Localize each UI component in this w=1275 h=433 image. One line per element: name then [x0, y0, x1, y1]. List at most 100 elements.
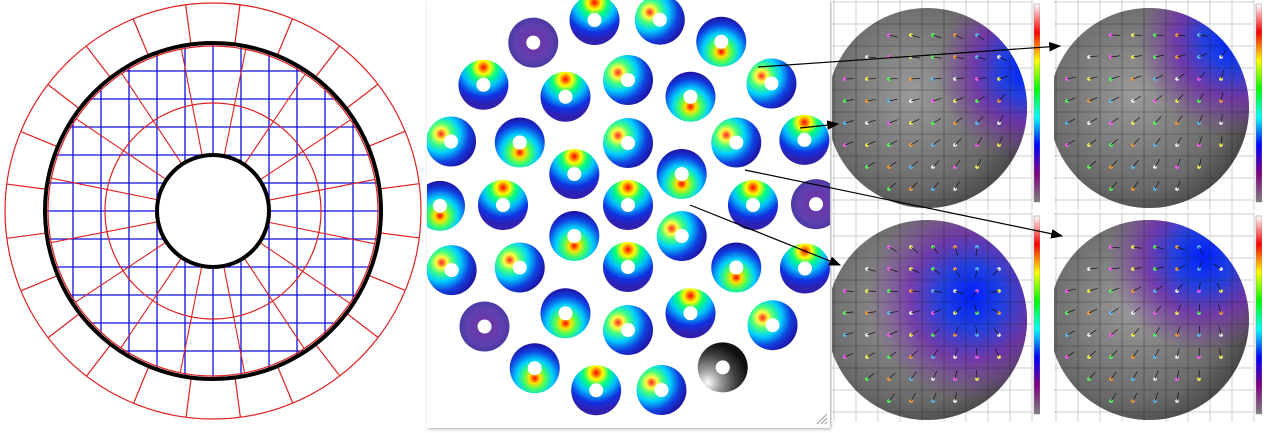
inner-segment-line	[51, 177, 159, 201]
map-vector	[970, 290, 978, 299]
donut-hole	[621, 198, 635, 212]
map-vector	[888, 290, 899, 292]
map-vector	[1132, 328, 1140, 336]
donut	[603, 180, 653, 230]
map-vector	[954, 117, 963, 124]
map-vector	[932, 328, 940, 336]
map-vector	[1110, 55, 1120, 58]
map-vector	[1132, 267, 1142, 270]
donut-hole	[729, 260, 744, 275]
map-vector	[1066, 288, 1076, 292]
map-vector	[1198, 34, 1208, 37]
donut	[494, 117, 545, 168]
map-vector	[910, 139, 919, 146]
map-vector	[910, 160, 919, 168]
map-vector	[844, 332, 854, 336]
map-vector	[1110, 393, 1117, 402]
map-vector	[910, 393, 916, 402]
donut-hole	[587, 13, 602, 28]
map-vector	[844, 352, 854, 358]
map-vector	[1066, 118, 1076, 124]
sensor-layout-svg	[4, 2, 422, 420]
inner-segment-line	[179, 265, 203, 373]
map-vector	[994, 348, 1000, 358]
map-vector	[1213, 263, 1222, 270]
inner-red-ring	[47, 45, 379, 377]
map-vector	[954, 348, 958, 358]
intensity-map-bottom-right	[1054, 212, 1262, 422]
map-vector	[888, 119, 898, 124]
outer-segment-line	[314, 343, 341, 377]
map-vector	[910, 371, 917, 380]
donut-hole	[558, 89, 573, 104]
map-vector	[1176, 283, 1183, 292]
map-vector	[1066, 330, 1075, 336]
resize-grip-icon[interactable]	[816, 413, 828, 425]
intensity-map-icon	[1054, 212, 1262, 422]
donut-hole	[746, 198, 760, 212]
donut-hole	[526, 35, 541, 50]
donut	[603, 242, 653, 292]
outer-segment-line	[276, 18, 293, 56]
map-vector	[1088, 97, 1098, 102]
map-vector	[932, 160, 940, 168]
map-vector	[1066, 351, 1075, 358]
map-vector	[1154, 180, 1160, 190]
donut	[427, 180, 465, 231]
map-vector	[1088, 139, 1097, 146]
map-vector	[844, 141, 854, 146]
map-vector	[975, 268, 978, 278]
map-vector	[1132, 138, 1140, 146]
map-vector	[1218, 304, 1222, 314]
map-vector	[1154, 392, 1159, 402]
map-vector	[910, 268, 920, 274]
inner-segment-line	[259, 241, 351, 304]
donut-hole	[444, 134, 459, 149]
donut	[603, 305, 653, 355]
donut-hole	[476, 77, 491, 92]
map-vector	[910, 329, 919, 336]
map-vector	[1154, 246, 1164, 250]
map-vector	[932, 268, 941, 275]
donut	[665, 288, 716, 339]
inner-segment-line	[121, 73, 183, 165]
map-vector	[1176, 304, 1182, 314]
donut	[696, 16, 747, 67]
map-vector	[1110, 371, 1117, 380]
outer-segment-line	[367, 130, 406, 148]
donut	[711, 117, 762, 168]
outer-segment-line	[47, 84, 80, 110]
donut	[746, 58, 797, 109]
outer-ring	[4, 2, 422, 420]
map-vector	[1066, 97, 1076, 102]
outer-segment-line	[20, 131, 58, 148]
map-disc	[1054, 8, 1249, 208]
map-vector	[1154, 285, 1163, 292]
map-vector	[932, 118, 942, 124]
inner-segment-line	[75, 241, 167, 303]
map-vector	[1198, 114, 1203, 124]
map-vector	[976, 77, 986, 80]
donut	[636, 364, 687, 415]
map-vector	[932, 139, 941, 146]
map-vector	[866, 331, 876, 336]
map-vector	[1132, 349, 1139, 358]
map-vector	[910, 350, 918, 358]
map-vector	[954, 306, 962, 314]
map-vector	[976, 158, 982, 168]
map-vector	[998, 75, 1008, 80]
color-bar	[1033, 3, 1040, 203]
donut-hole	[683, 89, 698, 104]
map-vector	[1198, 246, 1204, 256]
outer-segment-line	[6, 232, 47, 239]
inner-segment-line	[180, 48, 203, 157]
donut-hole	[797, 132, 812, 147]
map-vector	[1176, 136, 1182, 146]
map-vector	[932, 97, 942, 102]
outer-segment-line	[234, 377, 241, 418]
map-vector	[1088, 329, 1097, 336]
color-bar	[1033, 215, 1040, 415]
donut	[494, 242, 545, 293]
outer-segment-line	[368, 274, 406, 291]
map-vector	[1198, 93, 1204, 102]
